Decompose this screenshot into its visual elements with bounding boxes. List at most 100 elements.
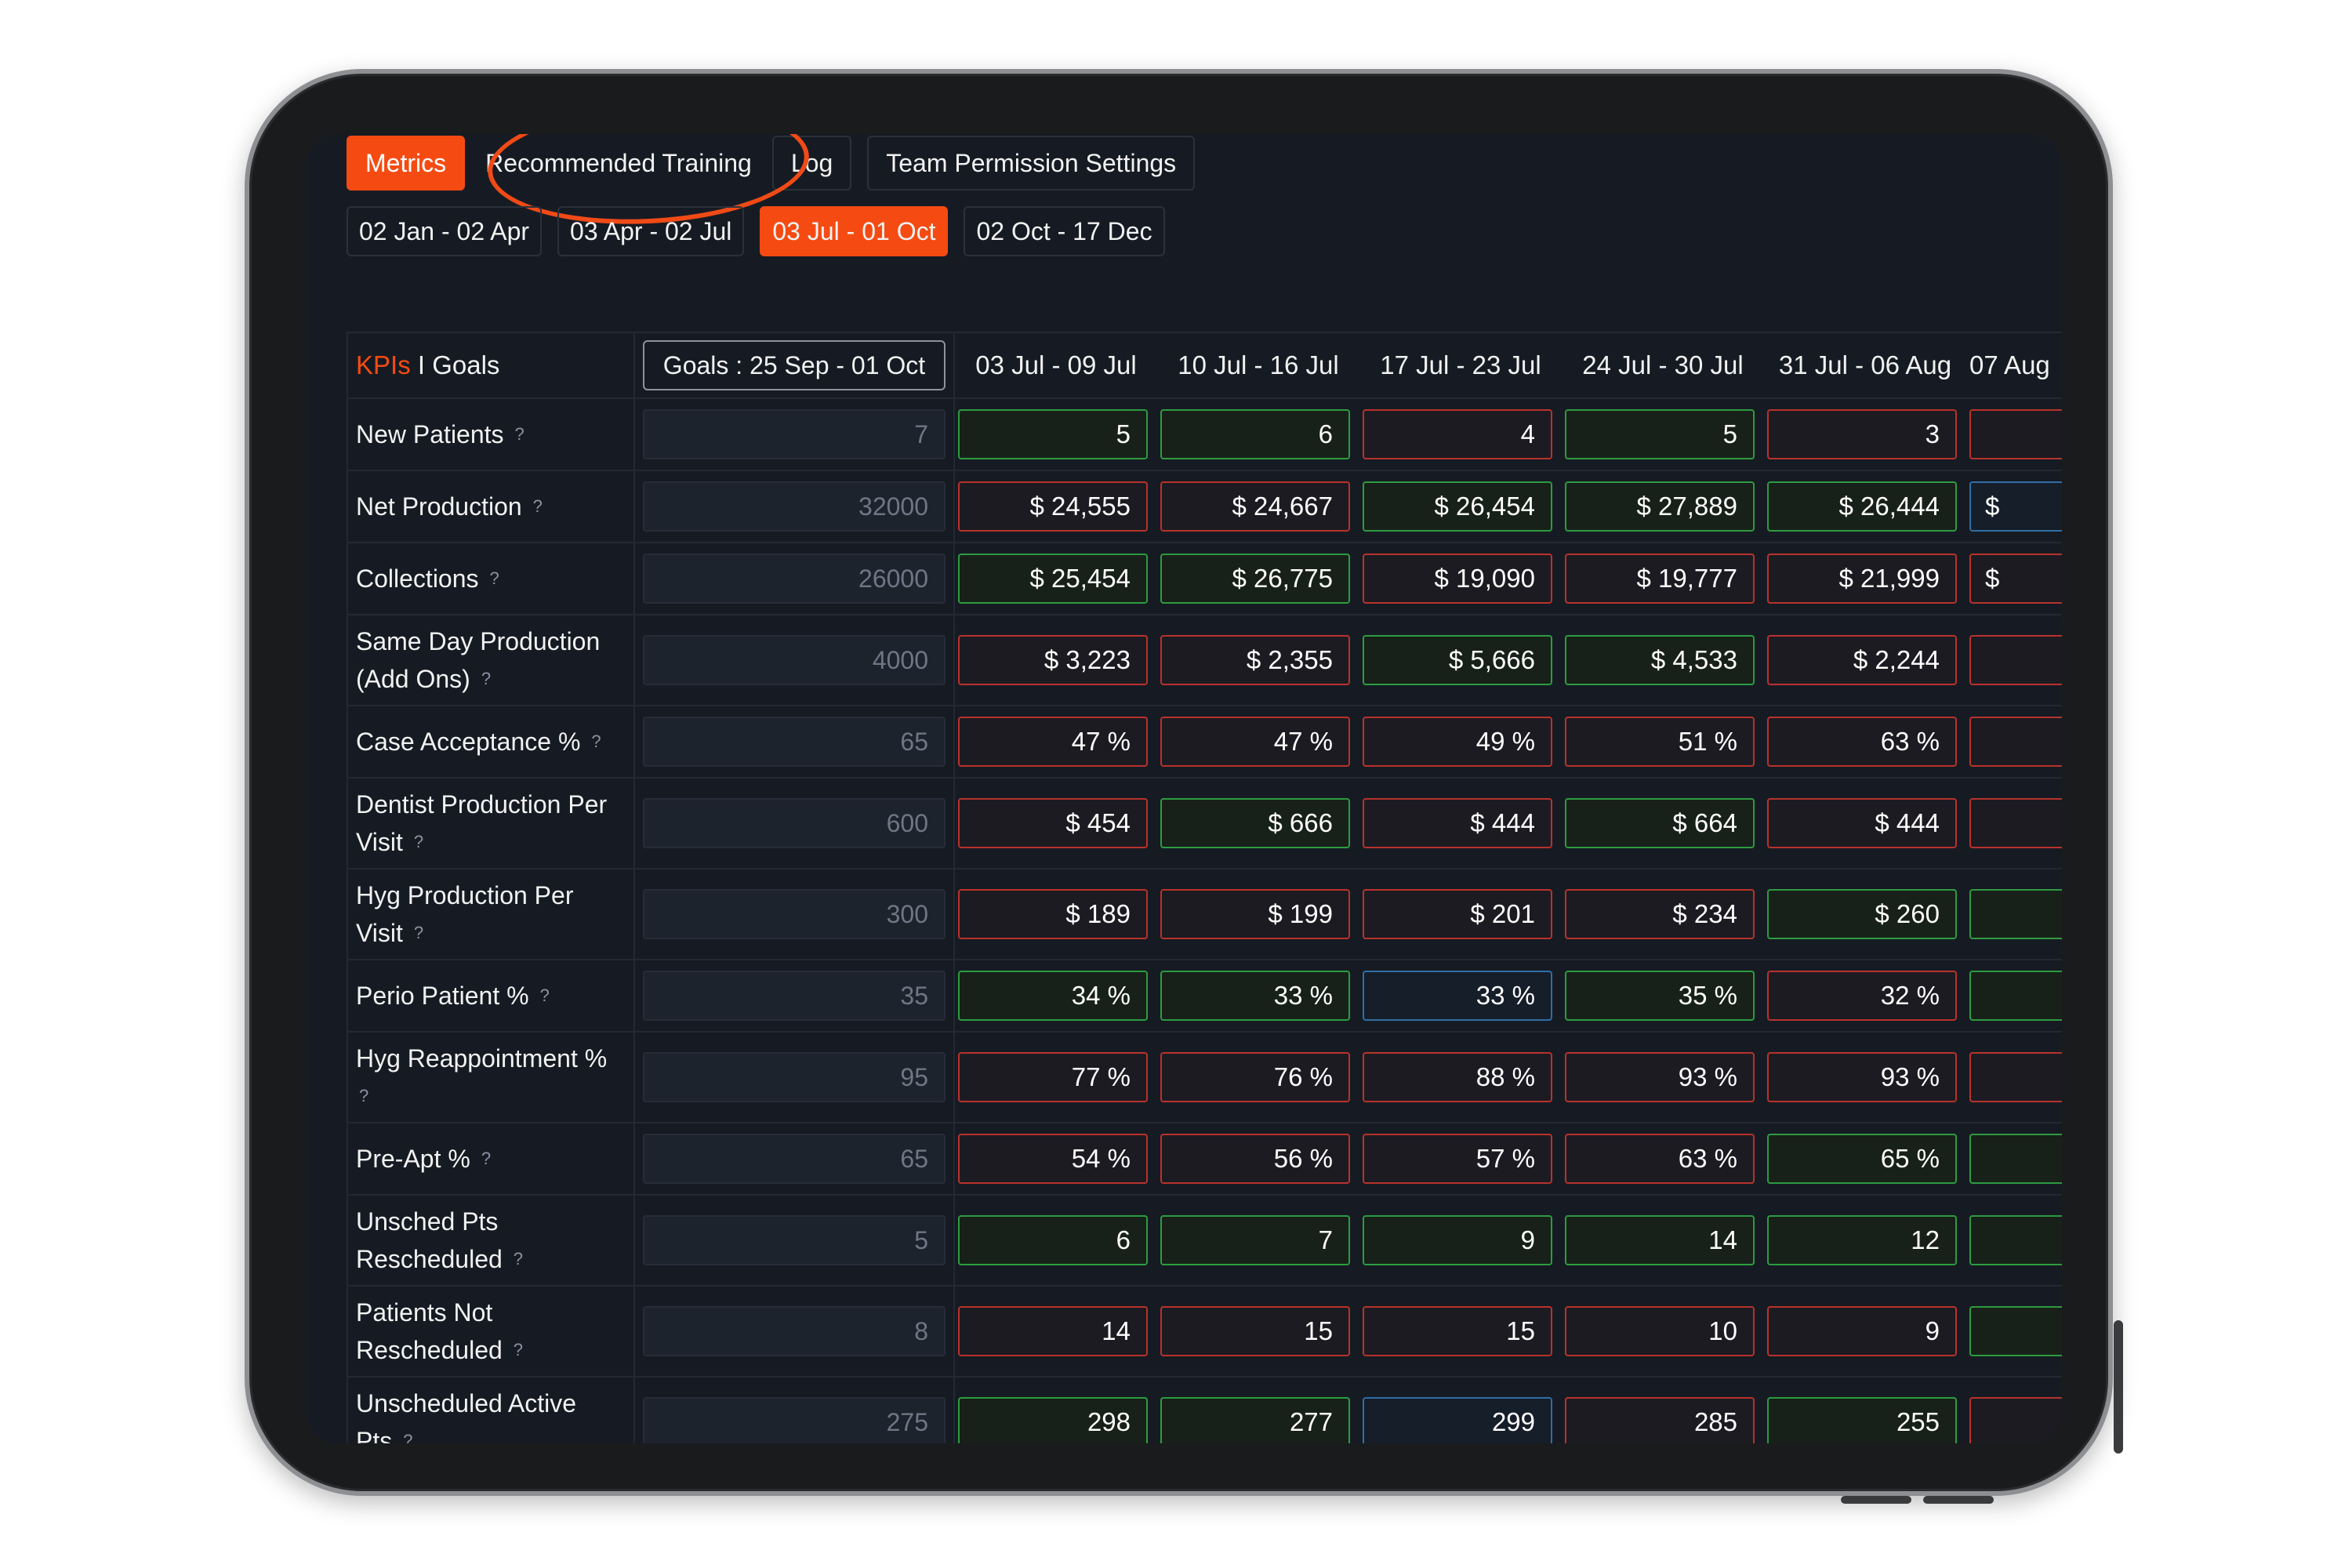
kpi-value[interactable]: 6	[958, 1215, 1148, 1265]
kpi-value[interactable]: 3	[1767, 409, 1957, 459]
kpi-value[interactable]: 93 %	[1565, 1052, 1755, 1102]
help-icon[interactable]: ?	[513, 1249, 524, 1269]
help-icon[interactable]: ?	[539, 985, 550, 1005]
kpi-value[interactable]: 63 %	[1767, 717, 1957, 767]
kpi-value[interactable]: $ 26,775	[1160, 554, 1350, 604]
kpi-value[interactable]: $ 666	[1160, 798, 1350, 848]
help-icon[interactable]: ?	[489, 568, 499, 588]
kpi-value[interactable]: $ 260	[1767, 889, 1957, 939]
kpi-value[interactable]: 5	[958, 409, 1148, 459]
kpi-value[interactable]: 54 %	[958, 1134, 1148, 1184]
kpi-value[interactable]: 6	[1160, 409, 1350, 459]
kpi-value[interactable]	[1969, 1134, 2062, 1184]
kpi-value[interactable]: $ 444	[1363, 798, 1552, 848]
help-icon[interactable]: ?	[591, 731, 601, 751]
help-icon[interactable]: ?	[514, 424, 524, 444]
kpi-value[interactable]: 77 %	[958, 1052, 1148, 1102]
kpi-value[interactable]: 5	[1565, 409, 1755, 459]
kpi-value[interactable]: 33 %	[1363, 971, 1552, 1021]
kpi-value[interactable]: $ 24,555	[958, 481, 1148, 532]
kpi-value[interactable]: $ 21,999	[1767, 554, 1957, 604]
kpi-value[interactable]	[1969, 971, 2062, 1021]
kpi-value[interactable]: 76 %	[1160, 1052, 1350, 1102]
goal-input[interactable]: 5	[643, 1215, 946, 1265]
kpi-value[interactable]: 56 %	[1160, 1134, 1350, 1184]
goal-input[interactable]: 65	[643, 717, 946, 767]
kpi-value[interactable]: 47 %	[958, 717, 1148, 767]
tab-team-permission-settings[interactable]: Team Permission Settings	[867, 136, 1196, 191]
kpi-value[interactable]: 47 %	[1160, 717, 1350, 767]
goal-input[interactable]: 4000	[643, 635, 946, 685]
kpi-value[interactable]: $ 3,223	[958, 635, 1148, 685]
period-q1[interactable]: 02 Jan - 02 Apr	[347, 206, 543, 256]
kpi-value[interactable]: $ 201	[1363, 889, 1552, 939]
kpi-value[interactable]: $ 2,244	[1767, 635, 1957, 685]
goal-input[interactable]: 35	[643, 971, 946, 1021]
help-icon[interactable]: ?	[359, 1086, 369, 1105]
goal-input[interactable]: 65	[643, 1134, 946, 1184]
kpi-value[interactable]: 32 %	[1767, 971, 1957, 1021]
kpi-value[interactable]	[1969, 1215, 2062, 1265]
kpi-value[interactable]: $ 454	[958, 798, 1148, 848]
kpi-value[interactable]	[1969, 1052, 2062, 1102]
kpi-value[interactable]	[1969, 717, 2062, 767]
period-q2[interactable]: 03 Apr - 02 Jul	[557, 206, 745, 256]
goal-input[interactable]: 300	[643, 889, 946, 939]
tab-log[interactable]: Log	[771, 136, 852, 191]
kpi-value[interactable]: 49 %	[1363, 717, 1552, 767]
kpi-value[interactable]: 63 %	[1565, 1134, 1755, 1184]
kpi-value[interactable]: $ 24,667	[1160, 481, 1350, 532]
kpi-value[interactable]: $ 234	[1565, 889, 1755, 939]
kpi-value[interactable]: 51 %	[1565, 717, 1755, 767]
kpi-value[interactable]: $ 4,533	[1565, 635, 1755, 685]
kpi-value[interactable]: $ 444	[1767, 798, 1957, 848]
goal-input[interactable]: 32000	[643, 481, 946, 532]
kpi-value[interactable]: 35 %	[1565, 971, 1755, 1021]
kpi-value[interactable]	[1969, 798, 2062, 848]
goal-input[interactable]: 7	[643, 409, 946, 459]
kpi-value[interactable]: 15	[1160, 1306, 1350, 1356]
period-q4[interactable]: 02 Oct - 17 Dec	[964, 206, 1165, 256]
help-icon[interactable]: ?	[532, 496, 543, 516]
tab-metrics[interactable]: Metrics	[347, 136, 466, 191]
help-icon[interactable]: ?	[481, 1149, 492, 1168]
help-icon[interactable]: ?	[481, 669, 492, 688]
kpi-value[interactable]: 10	[1565, 1306, 1755, 1356]
period-q3[interactable]: 03 Jul - 01 Oct	[760, 206, 949, 256]
kpi-value[interactable]: $ 26,454	[1363, 481, 1552, 532]
tab-recommended-training[interactable]: Recommended Training	[481, 136, 757, 191]
goal-input[interactable]: 95	[643, 1052, 946, 1102]
kpi-value[interactable]	[1969, 1397, 2062, 1443]
kpi-value[interactable]: 255	[1767, 1397, 1957, 1443]
kpi-value[interactable]: 299	[1363, 1397, 1552, 1443]
kpi-value[interactable]: 4	[1363, 409, 1552, 459]
kpi-value[interactable]: 93 %	[1767, 1052, 1957, 1102]
help-icon[interactable]: ?	[413, 923, 424, 942]
kpi-value[interactable]: $ 19,090	[1363, 554, 1552, 604]
kpi-value[interactable]	[1969, 409, 2062, 459]
kpi-value[interactable]: 34 %	[958, 971, 1148, 1021]
kpi-value[interactable]	[1969, 889, 2062, 939]
kpi-value[interactable]: $ 664	[1565, 798, 1755, 848]
kpi-value[interactable]: 9	[1767, 1306, 1957, 1356]
kpi-value[interactable]: 88 %	[1363, 1052, 1552, 1102]
goal-input[interactable]: 275	[643, 1397, 946, 1443]
help-icon[interactable]: ?	[513, 1340, 524, 1359]
kpi-value[interactable]: 7	[1160, 1215, 1350, 1265]
kpi-value[interactable]: $ 189	[958, 889, 1148, 939]
kpi-value[interactable]: $ 26,444	[1767, 481, 1957, 532]
kpi-value[interactable]: 14	[958, 1306, 1148, 1356]
kpi-value[interactable]: $	[1969, 554, 2062, 604]
kpi-value[interactable]: 285	[1565, 1397, 1755, 1443]
kpi-value[interactable]: $ 5,666	[1363, 635, 1552, 685]
kpi-value[interactable]: 14	[1565, 1215, 1755, 1265]
kpi-value[interactable]: 9	[1363, 1215, 1552, 1265]
kpi-value[interactable]: 12	[1767, 1215, 1957, 1265]
help-icon[interactable]: ?	[403, 1431, 413, 1443]
goal-input[interactable]: 26000	[643, 554, 946, 604]
kpi-value[interactable]: $ 19,777	[1565, 554, 1755, 604]
kpi-value[interactable]: $	[1969, 481, 2062, 532]
kpi-value[interactable]: $ 27,889	[1565, 481, 1755, 532]
kpi-value[interactable]	[1969, 635, 2062, 685]
kpi-value[interactable]: $ 2,355	[1160, 635, 1350, 685]
